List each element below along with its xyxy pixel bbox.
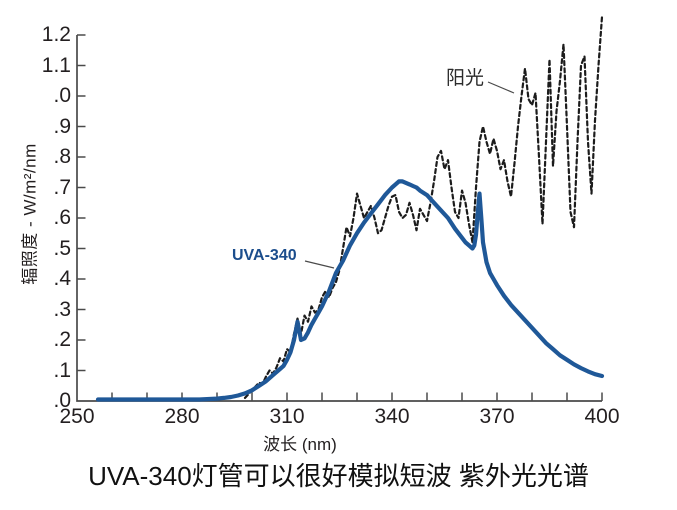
y-tick-label: .2 <box>53 328 71 351</box>
y-tick-label: .4 <box>53 267 71 290</box>
y-tick-label: 1.2 <box>41 23 71 46</box>
y-tick-label: .3 <box>53 297 71 321</box>
y-tick-label: 1.1 <box>41 53 71 77</box>
x-tick-label: 370 <box>479 405 515 428</box>
y-tick-label: .0 <box>53 389 71 412</box>
y-axis-title: 辐照度 - W/m²/nm <box>20 143 40 285</box>
x-tick-label: 310 <box>269 405 305 428</box>
uva340-curve <box>95 179 605 402</box>
axis-lines <box>76 35 602 402</box>
series-label-sunlight: 阳光 <box>446 68 485 89</box>
label-leader-line <box>487 81 515 94</box>
y-tick-label: .1 <box>53 358 71 382</box>
series-label-uva340: UVA-340 <box>232 247 297 264</box>
y-tick-label: .6 <box>53 206 71 229</box>
y-tick-label: .7 <box>53 175 71 199</box>
y-tick-label: .5 <box>53 236 71 260</box>
x-axis-title: 波长 (nm) <box>263 435 337 454</box>
x-tick-label: 340 <box>374 405 410 428</box>
x-tick-label: 250 <box>59 405 95 428</box>
y-tick-label: .0 <box>53 84 71 107</box>
x-tick-label: 400 <box>584 405 620 428</box>
label-leader-line <box>304 260 335 269</box>
y-tick-label: .9 <box>53 114 71 138</box>
sunlight-curve <box>243 15 604 399</box>
chart-caption: UVA-340灯管可以很好模拟短波 紫外光光谱 <box>88 461 589 491</box>
x-tick-label: 280 <box>164 405 200 428</box>
y-tick-label: .8 <box>53 145 71 168</box>
